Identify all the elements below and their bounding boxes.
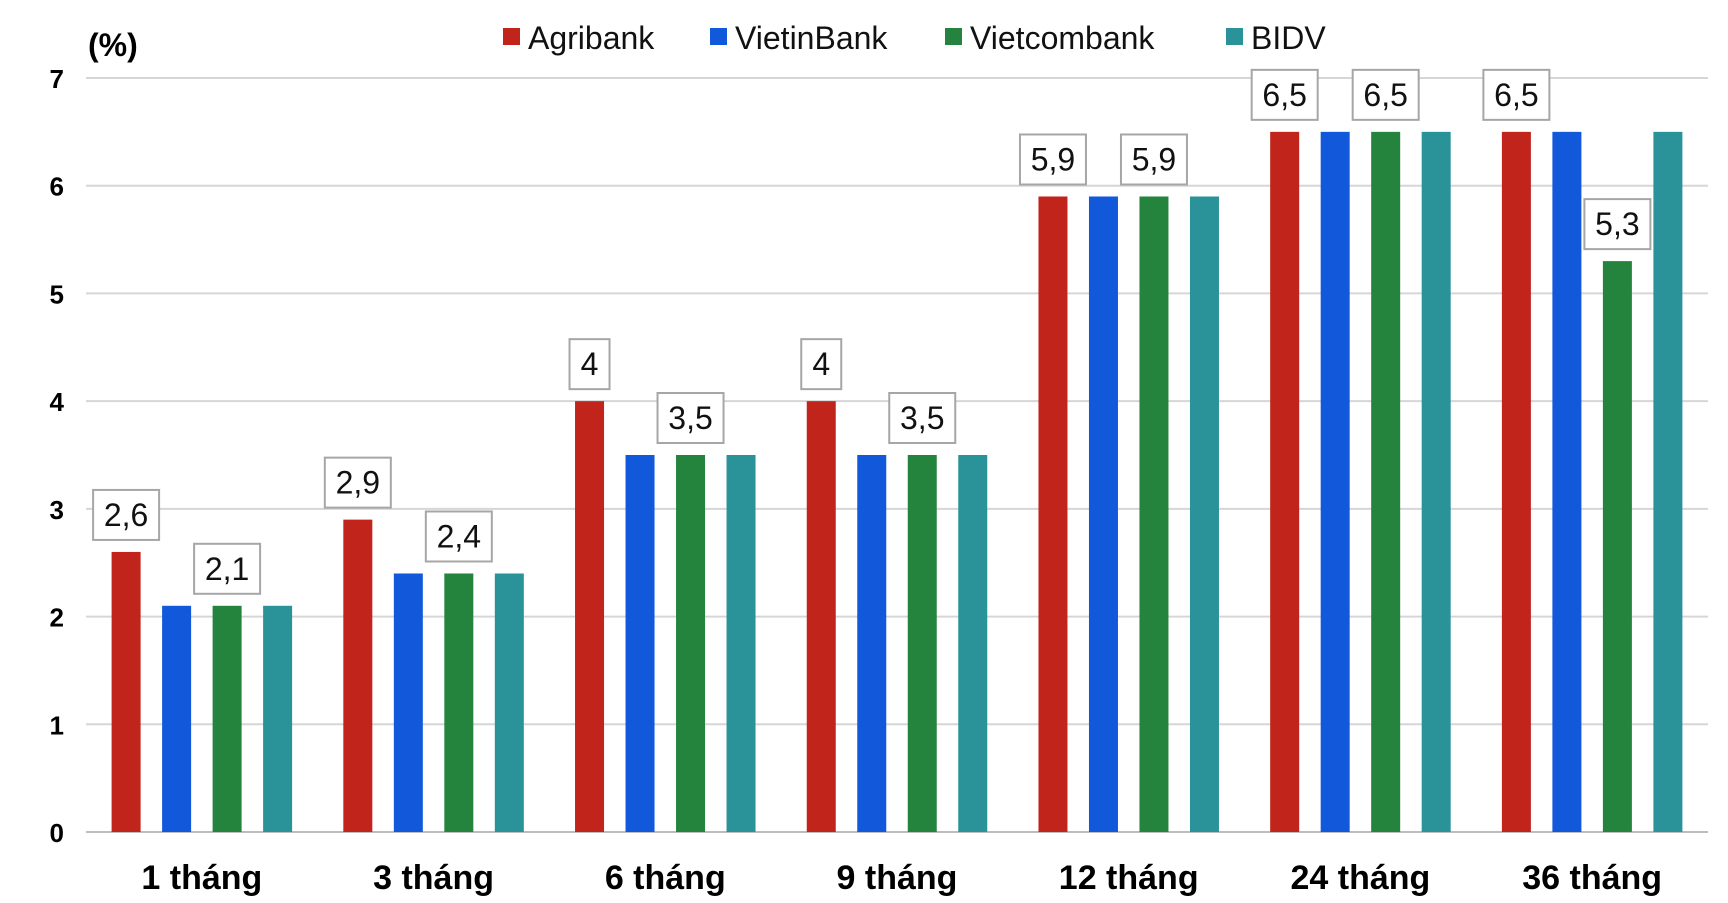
data-label-text: 2,9 bbox=[336, 465, 380, 501]
bar bbox=[212, 605, 242, 832]
bar bbox=[1371, 131, 1401, 832]
gridlines bbox=[86, 77, 1708, 833]
bar bbox=[1602, 261, 1632, 833]
y-tick-label: 7 bbox=[50, 64, 64, 94]
legend: Agribank VietinBank Vietcombank BIDV bbox=[503, 20, 1326, 56]
data-label-text: 5,3 bbox=[1595, 206, 1639, 242]
data-labels: 2,6 2,1 2,9 2,4 4 3,5 4 3,5 5,9 5,9 6,5 6,5 6,5 5,3 bbox=[92, 68, 1652, 595]
data-label-text: 4 bbox=[812, 346, 830, 382]
data-label-text: 6,5 bbox=[1494, 77, 1538, 113]
legend-item: BIDV bbox=[1226, 20, 1326, 56]
legend-label: Vietcombank bbox=[970, 20, 1155, 56]
bar bbox=[726, 455, 756, 832]
data-label: 2,4 bbox=[424, 510, 493, 563]
bar bbox=[263, 605, 293, 832]
bar bbox=[1653, 131, 1683, 832]
bar bbox=[494, 573, 524, 832]
data-label: 6,5 bbox=[1351, 68, 1420, 121]
y-tick-label: 4 bbox=[50, 387, 65, 417]
data-label: 2,1 bbox=[193, 542, 262, 595]
legend-label: VietinBank bbox=[735, 20, 888, 56]
data-label-text: 6,5 bbox=[1363, 77, 1407, 113]
y-unit-label: (%) bbox=[88, 27, 138, 63]
x-tick-label: 12 tháng bbox=[1059, 859, 1199, 897]
bar bbox=[444, 573, 474, 832]
x-tick-label: 1 tháng bbox=[141, 859, 262, 897]
data-label-text: 3,5 bbox=[668, 400, 712, 436]
legend-swatch bbox=[710, 28, 727, 45]
data-label: 3,5 bbox=[888, 392, 957, 444]
bar bbox=[1139, 196, 1169, 832]
y-tick-label: 3 bbox=[50, 495, 64, 525]
x-tick-label: 6 tháng bbox=[605, 859, 726, 897]
data-label-text: 2,6 bbox=[104, 497, 148, 533]
data-label: 5,9 bbox=[1119, 133, 1188, 186]
data-label-text: 3,5 bbox=[900, 400, 944, 436]
bar bbox=[1270, 131, 1300, 832]
legend-swatch bbox=[503, 28, 520, 45]
y-tick-label: 1 bbox=[50, 710, 64, 740]
bar bbox=[1320, 131, 1350, 832]
bar bbox=[1088, 196, 1118, 832]
bar bbox=[1501, 131, 1531, 832]
bar bbox=[343, 519, 373, 832]
y-tick-label: 6 bbox=[50, 172, 64, 202]
bar bbox=[575, 401, 605, 832]
data-label-text: 5,9 bbox=[1132, 141, 1176, 177]
bar bbox=[162, 605, 192, 832]
x-tick-label: 36 tháng bbox=[1522, 859, 1662, 897]
bars bbox=[111, 131, 1683, 833]
x-tick-label: 3 tháng bbox=[373, 859, 494, 897]
data-label: 6,5 bbox=[1250, 68, 1319, 121]
x-tick-label: 24 tháng bbox=[1291, 859, 1431, 897]
bar bbox=[676, 455, 706, 832]
legend-swatch bbox=[945, 28, 962, 45]
legend-item: VietinBank bbox=[710, 20, 888, 56]
bar bbox=[1552, 131, 1582, 832]
bar bbox=[1421, 131, 1451, 832]
legend-label: BIDV bbox=[1251, 20, 1326, 56]
y-tick-label: 0 bbox=[50, 818, 64, 848]
data-label-text: 6,5 bbox=[1262, 77, 1306, 113]
bar bbox=[1038, 196, 1068, 832]
bar bbox=[806, 401, 836, 832]
y-tick-label: 2 bbox=[50, 603, 64, 633]
legend-item: Vietcombank bbox=[945, 20, 1155, 56]
bar bbox=[393, 573, 423, 832]
data-label: 2,9 bbox=[323, 456, 392, 509]
data-label-text: 4 bbox=[581, 346, 599, 382]
data-label: 5,3 bbox=[1583, 198, 1652, 251]
data-label: 4 bbox=[800, 338, 843, 391]
bar bbox=[111, 551, 141, 832]
data-label: 2,6 bbox=[92, 488, 161, 541]
data-label-text: 5,9 bbox=[1031, 141, 1075, 177]
data-label: 6,5 bbox=[1482, 68, 1551, 121]
data-label-text: 2,4 bbox=[437, 518, 481, 554]
data-label-text: 2,1 bbox=[205, 551, 249, 587]
data-label: 4 bbox=[568, 338, 611, 391]
bar bbox=[907, 455, 937, 832]
bar bbox=[625, 455, 655, 832]
bar bbox=[857, 455, 887, 832]
axes: 0 1 2 3 4 5 6 7 1 tháng 3 tháng 6 tháng 9 tháng 12 t… bbox=[50, 64, 1663, 897]
legend-item: Agribank bbox=[503, 20, 655, 56]
legend-label: Agribank bbox=[528, 20, 655, 56]
legend-swatch bbox=[1226, 28, 1243, 45]
bar bbox=[958, 455, 988, 832]
bar bbox=[1189, 196, 1219, 832]
data-label: 3,5 bbox=[656, 392, 725, 444]
x-tick-label: 9 tháng bbox=[837, 859, 958, 897]
data-label: 5,9 bbox=[1018, 133, 1087, 186]
y-tick-label: 5 bbox=[50, 279, 64, 309]
